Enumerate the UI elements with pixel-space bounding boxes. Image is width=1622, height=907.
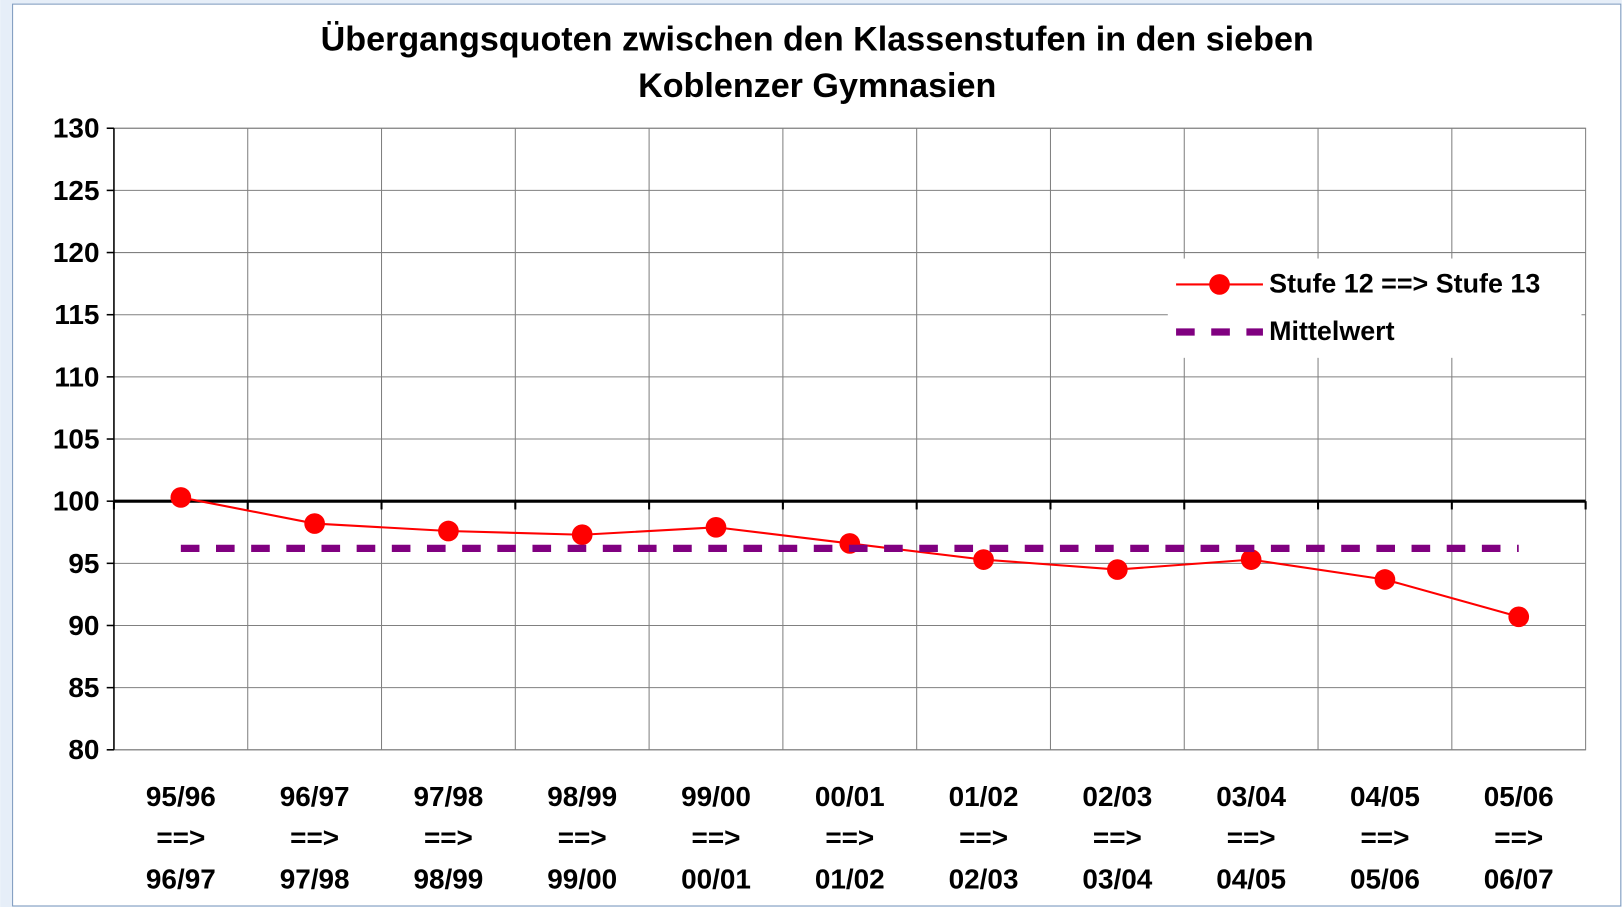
data-point <box>973 549 994 570</box>
chart-title: Übergangsquoten zwischen den Klassenstuf… <box>321 20 1314 58</box>
x-tick-label: 06/07 <box>1484 864 1554 895</box>
x-tick-label: ==> <box>1360 822 1409 853</box>
x-tick-label: ==> <box>156 822 205 853</box>
y-tick-label: 110 <box>54 361 99 392</box>
data-point <box>438 520 459 542</box>
x-tick-label: 02/03 <box>1082 781 1152 812</box>
x-tick-label: 01/02 <box>949 781 1019 812</box>
legend-label: Mittelwert <box>1269 316 1394 346</box>
x-tick-label: 96/97 <box>280 781 350 812</box>
data-point <box>1508 606 1530 628</box>
x-tick-label: ==> <box>1093 822 1142 853</box>
x-tick-label: 05/06 <box>1484 781 1554 812</box>
x-tick-label: 00/01 <box>815 781 885 812</box>
x-tick-label: 97/98 <box>280 864 350 895</box>
data-point <box>170 487 192 508</box>
x-tick-label: ==> <box>692 822 741 853</box>
data-point <box>1374 569 1396 590</box>
x-tick-label: 03/04 <box>1216 781 1286 812</box>
x-tick-label: 99/00 <box>681 781 751 812</box>
x-tick-label: 98/99 <box>547 781 617 812</box>
y-tick-label: 100 <box>53 486 100 517</box>
y-tick-label: 105 <box>53 423 100 454</box>
legend-marker <box>1209 274 1230 295</box>
y-tick-label: 125 <box>53 175 100 206</box>
y-tick-label: 95 <box>68 548 99 579</box>
y-tick-label: 80 <box>68 734 99 765</box>
chart-title: Koblenzer Gymnasien <box>638 67 996 105</box>
x-tick-label: ==> <box>424 822 473 853</box>
x-tick-label: ==> <box>825 822 874 853</box>
data-point <box>304 513 325 534</box>
x-tick-label: 01/02 <box>815 864 885 895</box>
y-tick-label: 130 <box>53 113 100 144</box>
x-tick-label: ==> <box>1494 822 1543 853</box>
legend-label: Stufe 12 ==> Stufe 13 <box>1269 269 1540 299</box>
legend-box <box>1167 258 1582 358</box>
x-tick-label: ==> <box>1227 822 1276 853</box>
x-tick-label: 95/96 <box>146 781 216 812</box>
x-tick-label: ==> <box>959 822 1008 853</box>
chart-area <box>12 3 1622 907</box>
data-point <box>1240 549 1262 570</box>
y-tick-label: 120 <box>53 237 100 268</box>
x-tick-label: 99/00 <box>547 864 617 895</box>
x-tick-label: 96/97 <box>146 864 216 895</box>
x-tick-label: 02/03 <box>949 864 1019 895</box>
x-tick-label: 04/05 <box>1350 781 1420 812</box>
y-tick-label: 90 <box>68 610 99 641</box>
x-tick-label: 00/01 <box>681 864 751 895</box>
y-tick-label: 115 <box>54 299 99 330</box>
x-tick-label: 97/98 <box>413 781 483 812</box>
x-tick-label: 05/06 <box>1350 864 1420 895</box>
y-tick-label: 85 <box>68 672 99 703</box>
x-tick-label: ==> <box>558 822 607 853</box>
x-tick-label: 98/99 <box>413 864 483 895</box>
x-tick-label: ==> <box>290 822 339 853</box>
x-tick-label: 04/05 <box>1216 864 1286 895</box>
data-point <box>705 516 727 538</box>
x-tick-label: 03/04 <box>1082 864 1152 895</box>
data-point <box>1107 559 1128 580</box>
data-point <box>571 524 593 546</box>
